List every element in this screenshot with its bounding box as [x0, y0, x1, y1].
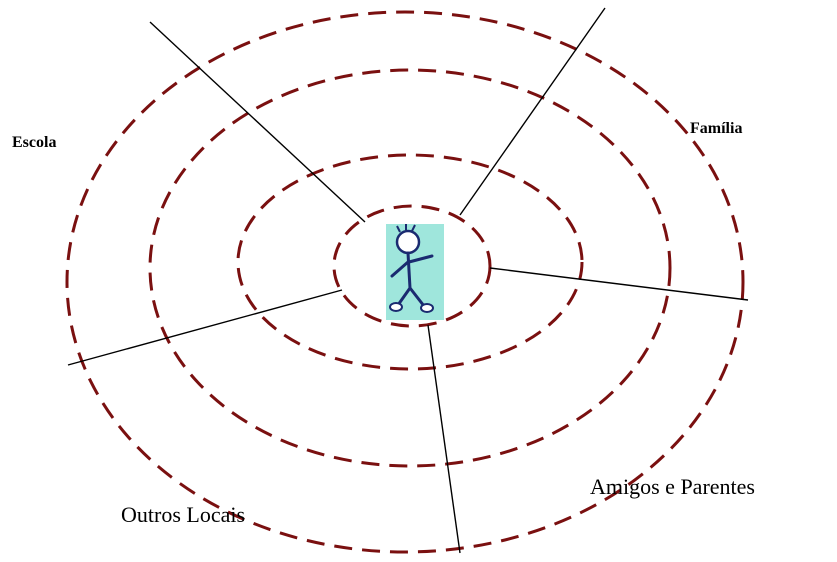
inner-ring: [332, 204, 492, 328]
outer-ring: [65, 10, 745, 554]
label-amigos-parentes: Amigos e Parentes: [590, 474, 755, 499]
child-figure: [386, 224, 444, 320]
spoke: [459, 7, 606, 216]
spoke: [149, 21, 366, 223]
spoke: [427, 324, 461, 554]
label-outros-locais: Outros Locais: [121, 502, 245, 527]
rings: [65, 10, 745, 554]
second-ring: [148, 68, 672, 468]
figure-hair: [396, 224, 416, 233]
figure-foot: [389, 302, 403, 312]
figure-head: [395, 229, 421, 255]
label-familia: Família: [690, 120, 742, 137]
spokes: [67, 7, 749, 554]
figure-body: [390, 251, 434, 308]
figure-foot: [420, 303, 434, 313]
spoke: [489, 267, 749, 301]
spoke: [67, 289, 343, 366]
label-escola: Escola: [12, 134, 56, 151]
third-ring: [236, 153, 584, 371]
